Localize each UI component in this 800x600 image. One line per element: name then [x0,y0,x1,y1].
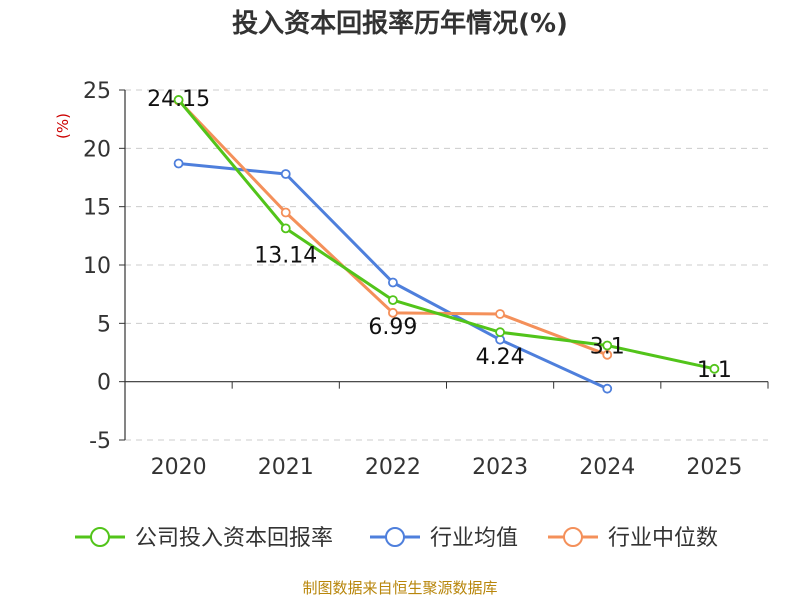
source-note: 制图数据来自恒生聚源数据库 [302,579,497,597]
legend-marker [563,527,583,547]
series-line-0 [177,98,715,371]
data-point [173,158,184,169]
data-point [280,223,291,234]
data-point [602,349,613,360]
legend-item-2: 行业中位数 [548,526,718,551]
data-point [388,307,398,318]
x-tick-label: 2021 [258,455,314,480]
y-tick-label: 10 [83,254,111,279]
data-point [709,363,720,374]
legend-marker [385,527,405,547]
data-point [388,277,398,288]
data-point [173,95,184,105]
data-label: 6.99 [368,315,417,340]
y-axis-unit: (%) [54,113,72,139]
x-tick-label: 2024 [579,455,635,480]
data-label: 24.15 [147,87,210,112]
data-label: 13.14 [254,243,317,268]
legend-marker [90,527,110,547]
x-tick-label: 2023 [472,455,528,480]
y-tick-label: 15 [83,196,111,221]
y-tick-label: 5 [97,312,111,337]
legend-label: 行业中位数 [608,526,718,551]
chart-title: 投入资本回报率历年情况(%) [232,8,568,39]
data-point [280,207,291,218]
data-label: 1.1 [697,358,732,383]
data-label: 3.1 [590,335,625,360]
legend-item-0: 公司投入资本回报率 [75,526,333,551]
x-tick-label: 2025 [686,455,742,480]
y-tick-label: 0 [97,371,111,396]
x-tick-label: 2022 [365,455,421,480]
x-tick-label: 2020 [151,455,207,480]
y-tick-label: 20 [83,137,111,162]
y-tick-label: 25 [83,79,111,104]
legend-label: 行业均值 [430,526,518,551]
data-point [388,295,398,306]
data-point [495,327,505,338]
legend-label: 公司投入资本回报率 [135,526,333,551]
legend-item-1: 行业均值 [370,526,518,551]
data-point [495,309,505,319]
data-point [602,383,613,394]
data-point [602,340,613,351]
data-point [280,169,291,179]
series-line-1 [178,162,608,391]
y-tick-label: -5 [89,429,111,454]
data-label: 4.24 [476,345,525,370]
